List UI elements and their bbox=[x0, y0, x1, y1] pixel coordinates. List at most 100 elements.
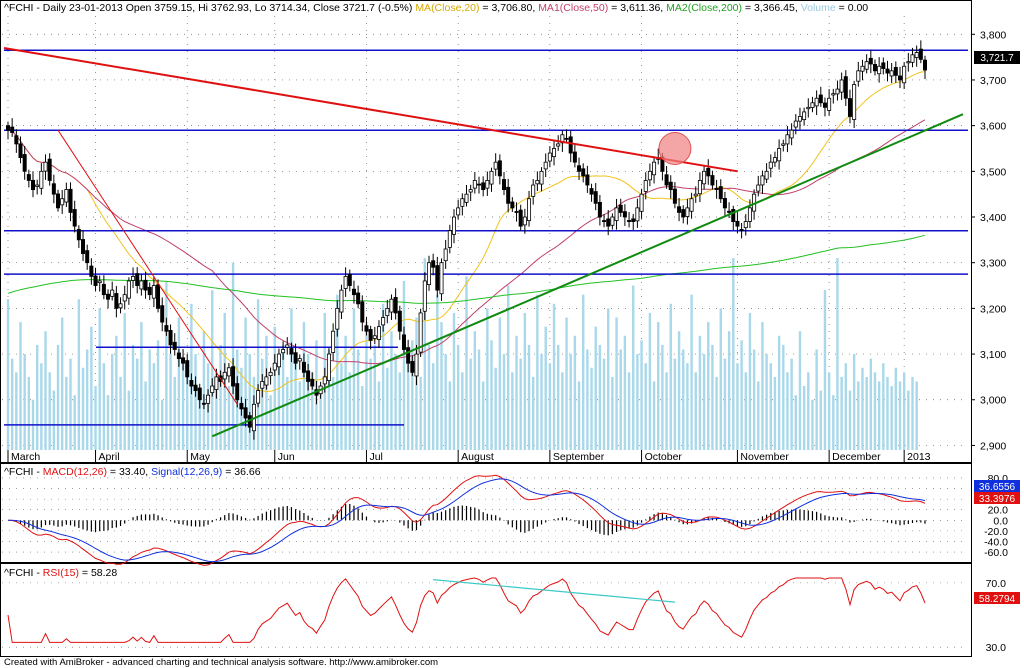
candle-body bbox=[431, 260, 436, 268]
volume-bar bbox=[10, 358, 14, 450]
candle-body bbox=[368, 329, 373, 341]
volume-bar bbox=[381, 303, 385, 450]
volume-bar bbox=[148, 349, 151, 450]
candle-body bbox=[197, 387, 202, 401]
volume-bar bbox=[902, 372, 906, 450]
ma50-line bbox=[7, 119, 926, 365]
candle-body bbox=[335, 307, 340, 330]
candle-body bbox=[439, 262, 444, 295]
candle-body bbox=[514, 211, 519, 213]
volume-bar bbox=[6, 299, 10, 450]
macd-header: ^FCHI - MACD(12,26) = 33.40, Signal(12,2… bbox=[4, 466, 261, 478]
candle-body bbox=[839, 79, 844, 93]
candle-body bbox=[710, 175, 715, 186]
candle-body bbox=[893, 67, 898, 76]
candle-body bbox=[351, 288, 356, 296]
candle-body bbox=[647, 170, 652, 181]
volume-bar bbox=[715, 376, 718, 450]
candle-body bbox=[122, 294, 127, 302]
candle-body bbox=[860, 65, 865, 72]
macd-tick-label: -20.0 bbox=[984, 526, 1008, 538]
candle-body bbox=[126, 280, 131, 299]
volume-bar bbox=[273, 326, 276, 450]
candle-body bbox=[301, 361, 306, 373]
candle-body bbox=[506, 186, 511, 204]
candle-body bbox=[593, 191, 598, 204]
candle-body bbox=[85, 250, 90, 264]
candle-body bbox=[910, 54, 915, 63]
volume-bar bbox=[557, 344, 560, 450]
candle-body bbox=[739, 229, 744, 232]
candle-body bbox=[47, 158, 52, 181]
candle-body bbox=[714, 187, 719, 191]
candle-body bbox=[89, 265, 94, 277]
rsi-header: ^FCHI - RSI(15) = 58.28 bbox=[4, 567, 117, 579]
candle-body bbox=[451, 216, 456, 235]
volume-bar bbox=[511, 372, 514, 450]
candle-body bbox=[552, 148, 557, 158]
volume-bar bbox=[394, 354, 397, 450]
candle-body bbox=[376, 326, 381, 340]
trend-lines bbox=[3, 46, 964, 438]
candle-body bbox=[864, 61, 869, 70]
volume-bar bbox=[81, 367, 85, 450]
candle-body bbox=[389, 298, 394, 313]
volume-bar bbox=[815, 349, 818, 450]
candle-body bbox=[168, 330, 173, 346]
volume-bar bbox=[298, 381, 301, 450]
candle-body bbox=[185, 360, 190, 378]
volume-bar bbox=[840, 376, 843, 450]
candle-body bbox=[639, 193, 644, 212]
y-tick-label: 3,700 bbox=[980, 75, 1006, 87]
candle-body bbox=[852, 84, 857, 120]
footer-credit: Created with AmiBroker - advanced charti… bbox=[4, 657, 438, 668]
date-x-axis: March April May Jun Jul August September Octobe… bbox=[7, 450, 931, 463]
candle-body bbox=[181, 357, 186, 364]
volume-bar bbox=[857, 381, 860, 450]
volume-bar bbox=[290, 308, 293, 450]
candle-body bbox=[285, 344, 290, 348]
signal-line bbox=[8, 478, 926, 563]
volume-bar bbox=[40, 363, 43, 450]
candle-body bbox=[172, 341, 177, 350]
candle-body bbox=[652, 161, 657, 176]
volume-bar bbox=[423, 258, 427, 450]
volume-bar bbox=[744, 372, 747, 450]
candle-body bbox=[818, 94, 823, 104]
volume-bar bbox=[548, 363, 552, 450]
candlesticks bbox=[6, 40, 928, 440]
volume-bar bbox=[348, 372, 351, 450]
volume-bar bbox=[486, 308, 489, 450]
svg-text:3,721.7: 3,721.7 bbox=[980, 53, 1014, 64]
volume-bar bbox=[802, 386, 806, 450]
volume-bar bbox=[702, 354, 706, 450]
x-tick-label: August bbox=[461, 451, 494, 463]
volume-bar bbox=[761, 322, 764, 450]
candle-body bbox=[585, 174, 590, 186]
volume-bar bbox=[461, 372, 464, 450]
downtrend-line bbox=[3, 46, 738, 173]
volume-bar bbox=[773, 376, 777, 450]
candle-body bbox=[881, 62, 886, 69]
candle-body bbox=[635, 207, 640, 222]
macd-pane-frame bbox=[0, 463, 972, 563]
rsi-indicator: 30.0 70.0 bbox=[2, 577, 1006, 654]
candle-body bbox=[326, 353, 331, 381]
candle-body bbox=[802, 111, 807, 121]
volume-bar bbox=[502, 354, 506, 450]
volume-bar bbox=[452, 312, 456, 450]
volume-bar bbox=[373, 344, 376, 450]
volume-bar bbox=[911, 376, 914, 450]
volume-bar bbox=[623, 335, 627, 450]
volume-bar bbox=[882, 363, 885, 450]
candle-body bbox=[914, 52, 919, 59]
candle-body bbox=[722, 198, 727, 209]
candle-body bbox=[114, 293, 119, 309]
candle-body bbox=[468, 189, 473, 193]
candle-body bbox=[422, 280, 427, 312]
support-resistance-lines bbox=[4, 49, 968, 426]
x-tick-label: Jul bbox=[369, 451, 382, 463]
candle-body bbox=[222, 371, 227, 380]
volume-bar bbox=[98, 308, 101, 450]
